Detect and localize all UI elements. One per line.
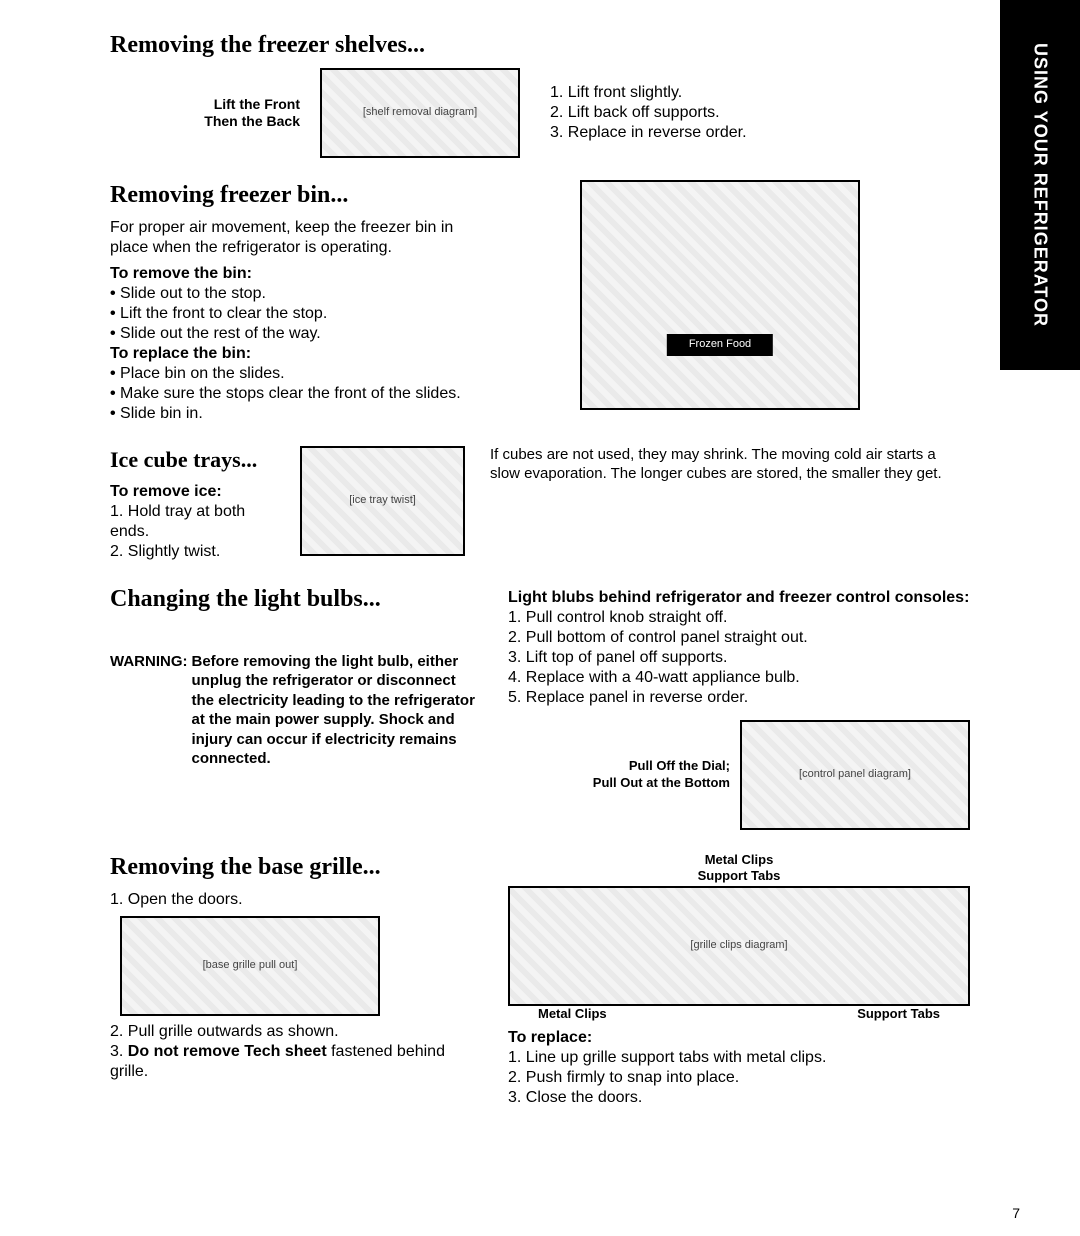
shelves-steps: Lift front slightly. Lift back off suppo… [550,83,747,143]
heading-bin: Removing freezer bin... [110,180,470,210]
bin-replace-heading: To replace the bin: [110,344,470,364]
grille-left-steps-a: Open the doors. [110,890,480,910]
warning-block: WARNING: Before removing the light bulb,… [110,652,480,769]
panel-caption: Pull Off the Dial; Pull Out at the Botto… [580,758,730,791]
list-item: Hold tray at both ends. [110,502,280,542]
list-item: Place bin on the slides. [110,364,470,384]
grille-clips-illustration: [grille clips diagram] [508,886,970,1006]
bin-illustration: Frozen Food [580,180,860,410]
list-item: Close the doors. [508,1088,970,1108]
list-item: Pull bottom of control panel straight ou… [508,628,970,648]
bin-replace-list: Place bin on the slides. Make sure the s… [110,364,470,424]
shelves-step: Lift front slightly. [550,83,747,103]
list-item: Slide out to the stop. [110,284,470,304]
grille-replace-steps: Line up grille support tabs with metal c… [508,1048,970,1108]
grille-left-steps-b: Pull grille outwards as shown. [110,1022,480,1042]
bulb-steps: Pull control knob straight off. Pull bot… [508,608,970,708]
list-item: Line up grille support tabs with metal c… [508,1048,970,1068]
shelves-step: Lift back off supports. [550,103,747,123]
grille-pull-illustration: [base grille pull out] [120,916,380,1016]
list-item: Open the doors. [110,890,480,910]
ice-steps: Hold tray at both ends. Slightly twist. [110,502,280,562]
bulb-right-heading: Light blubs behind refrigerator and free… [508,588,970,608]
bin-illustration-label: Frozen Food [667,334,773,356]
ice-remove-heading: To remove ice: [110,482,280,502]
heading-ice: Ice cube trays... [110,446,280,474]
list-item: Slide bin in. [110,404,470,424]
grille-step3-bold: Do not remove Tech sheet [128,1043,327,1060]
list-item: Slightly twist. [110,542,280,562]
side-tab: USING YOUR REFRIGERATOR [1000,0,1080,370]
label-metal-top: Metal Clips [705,852,774,867]
ice-note: If cubes are not used, they may shrink. … [490,446,950,484]
list-item: Replace with a 40-watt appliance bulb. [508,668,970,688]
label-support-bottom: Support Tabs [857,1006,940,1022]
shelves-illustration: [shelf removal diagram] [320,68,520,158]
heading-grille: Removing the base grille... [110,852,480,882]
bin-remove-heading: To remove the bin: [110,264,470,284]
label-support-top: Support Tabs [698,868,781,883]
list-item: Push firmly to snap into place. [508,1068,970,1088]
list-item: Make sure the stops clear the front of t… [110,384,470,404]
heading-shelves: Removing the freezer shelves... [110,30,1030,60]
list-item: Lift the front to clear the stop. [110,304,470,324]
side-tab-text: USING YOUR REFRIGERATOR [1029,43,1052,327]
bin-remove-list: Slide out to the stop. Lift the front to… [110,284,470,344]
grille-step3-pre: 3. [110,1043,128,1060]
list-item: Slide out the rest of the way. [110,324,470,344]
list-item: Pull control knob straight off. [508,608,970,628]
heading-bulbs: Changing the light bulbs... [110,584,480,614]
section-ice-cube: Ice cube trays... To remove ice: Hold tr… [110,446,1030,562]
page-number: 7 [1012,1205,1020,1223]
section-freezer-shelves: Removing the freezer shelves... Lift the… [110,30,1030,158]
ice-tray-illustration: [ice tray twist] [300,446,465,556]
list-item: Lift top of panel off supports. [508,648,970,668]
warning-text: Before removing the light bulb, either u… [192,652,481,769]
shelves-caption: Lift the Front Then the Back [160,96,300,131]
bin-intro: For proper air movement, keep the freeze… [110,218,470,258]
section-base-grille: Removing the base grille... Open the doo… [110,852,1030,1109]
grille-replace-heading: To replace: [508,1028,970,1048]
warning-label: WARNING: [110,652,188,769]
list-item: Pull grille outwards as shown. [110,1022,480,1042]
control-panel-illustration: [control panel diagram] [740,720,970,830]
list-item: Replace panel in reverse order. [508,688,970,708]
label-metal-bottom: Metal Clips [538,1006,607,1022]
grille-step3: 3. Do not remove Tech sheet fastened beh… [110,1042,480,1082]
section-light-bulbs: Changing the light bulbs... WARNING: Bef… [110,584,1030,830]
shelves-step: Replace in reverse order. [550,123,747,143]
section-freezer-bin: Removing freezer bin... For proper air m… [110,180,1030,424]
